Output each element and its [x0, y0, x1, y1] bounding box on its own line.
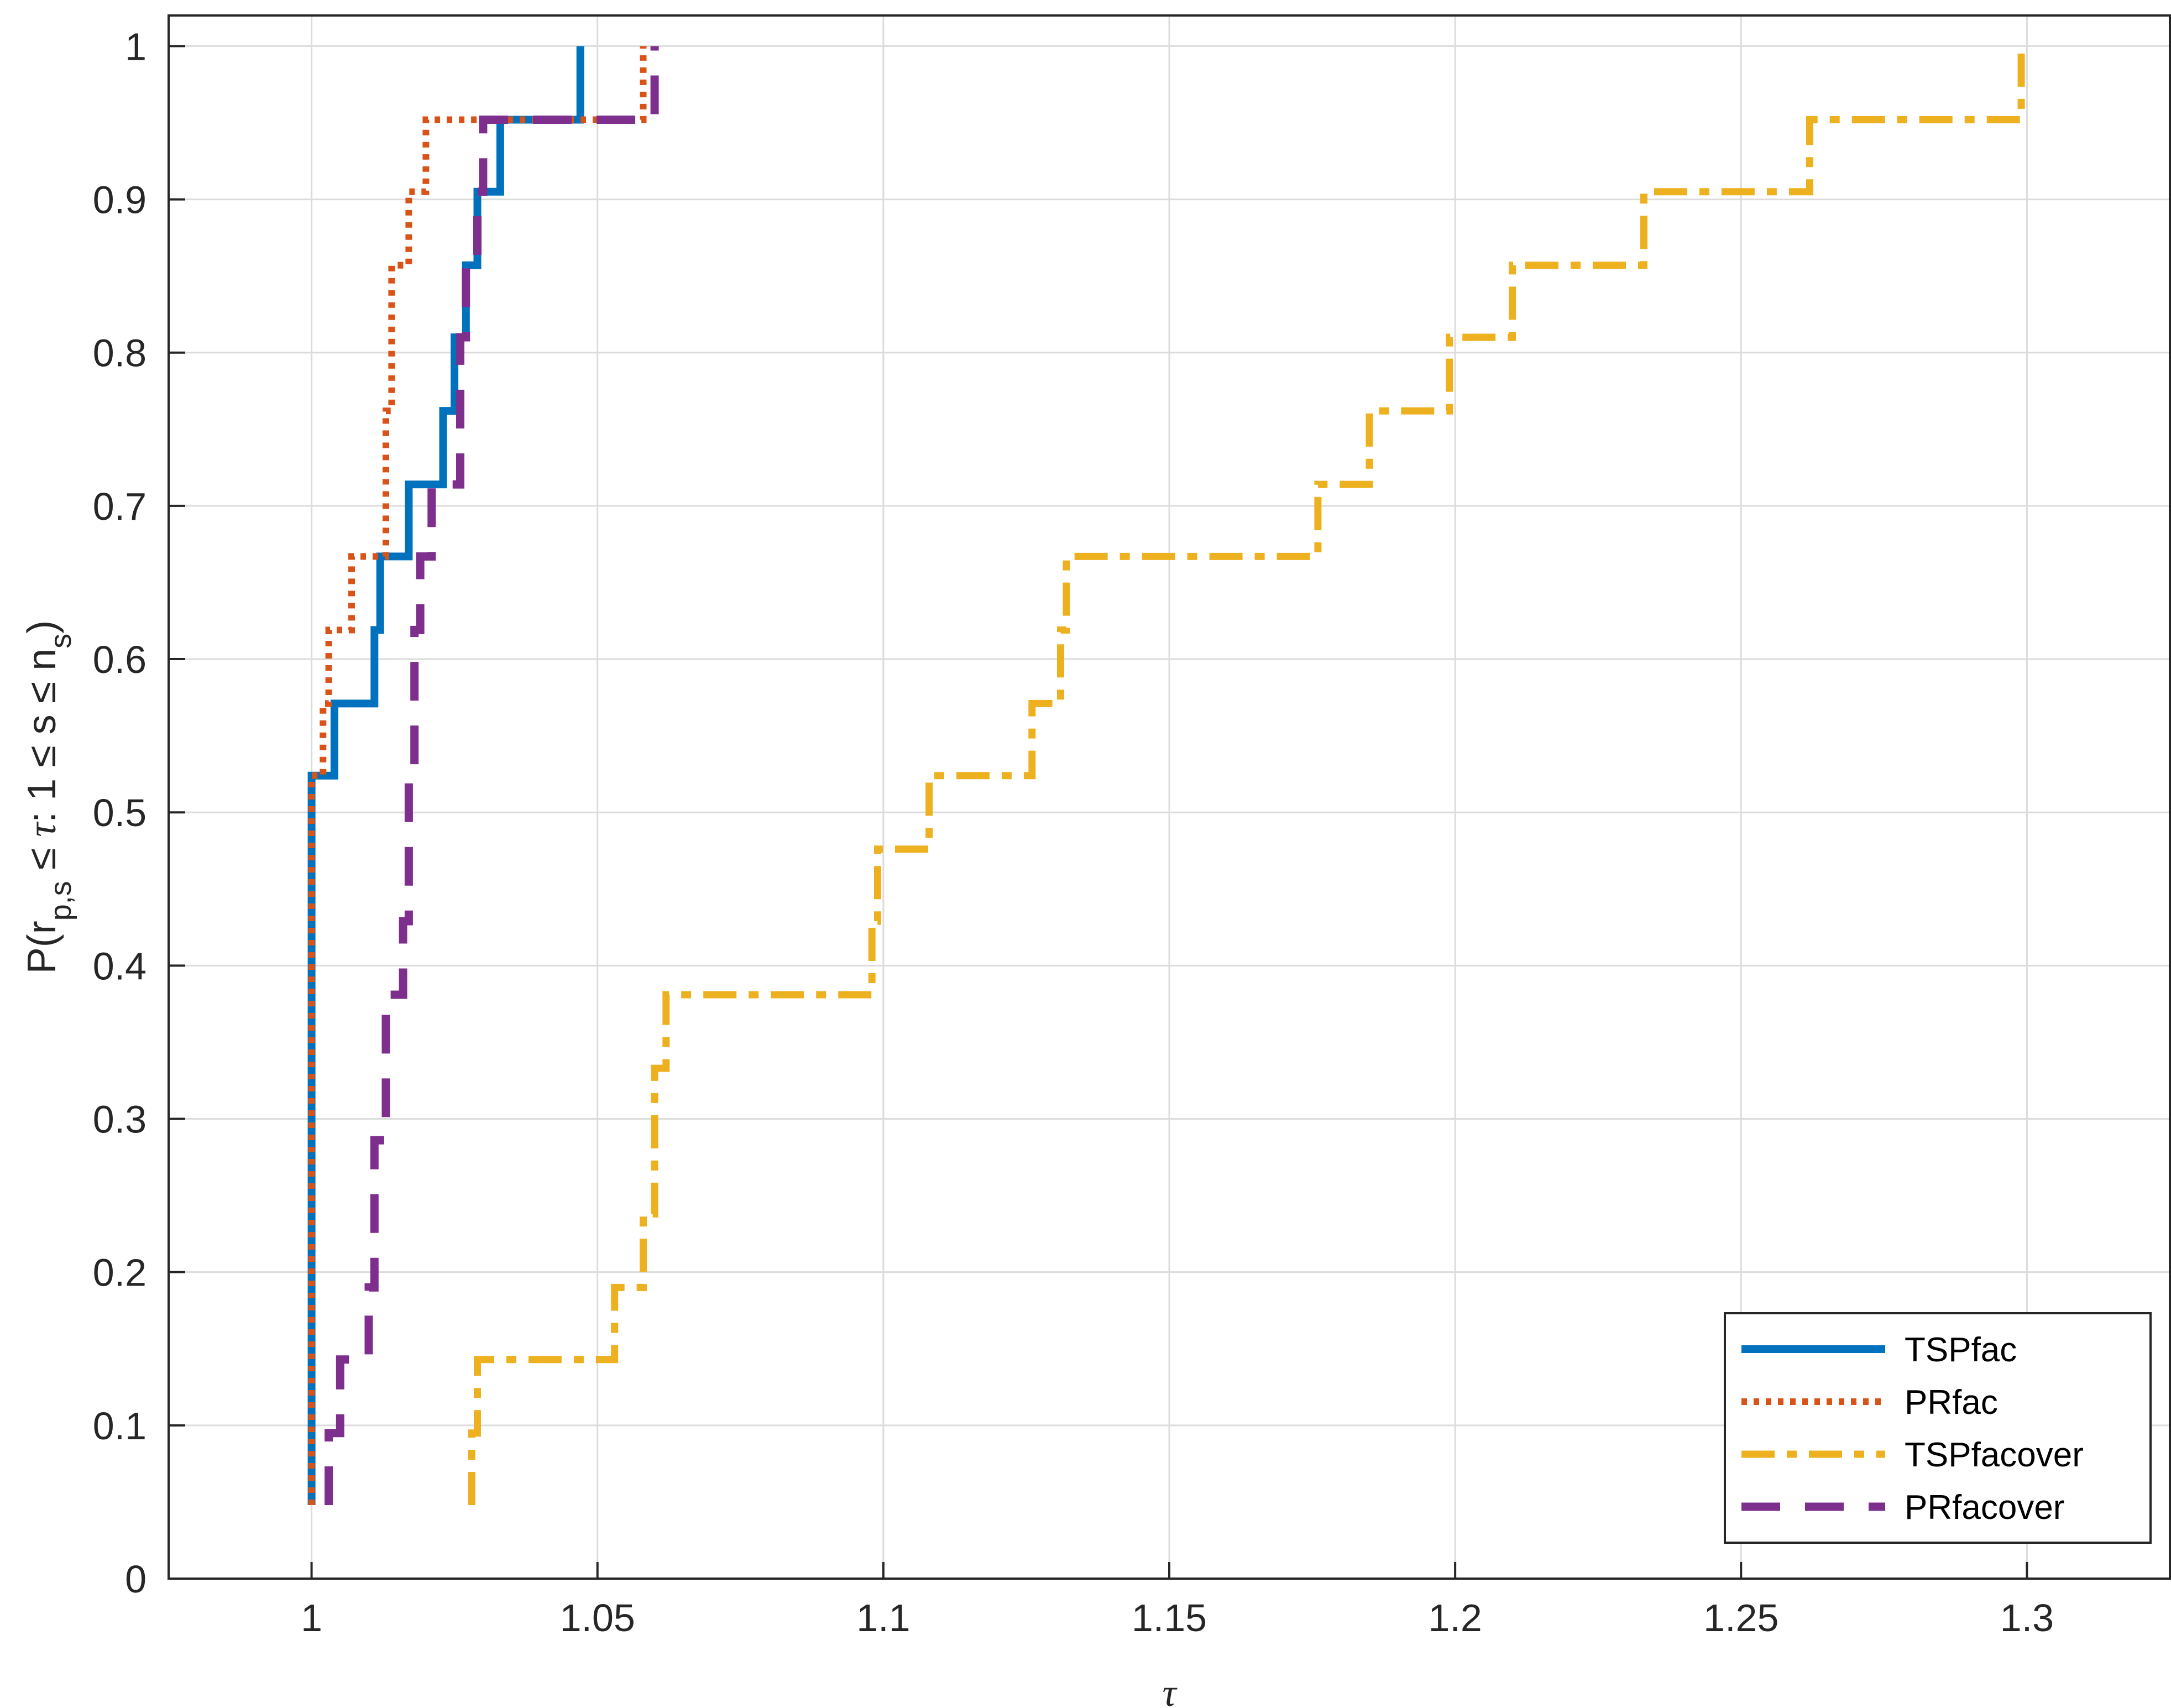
y-tick-label: 0.1 — [93, 1404, 147, 1448]
series-line-prfacover — [325, 46, 659, 1505]
x-axis-label: τ — [1162, 1672, 1178, 1708]
y-label-suffix: ) — [20, 620, 64, 634]
y-tick-label: 0.3 — [93, 1098, 147, 1141]
y-tick-label: 0.4 — [93, 944, 147, 988]
series-layer — [307, 46, 2025, 1505]
x-tick-label: 1.1 — [856, 1596, 910, 1639]
x-tick-label: 1.05 — [560, 1596, 635, 1639]
x-tick-label: 1.25 — [1703, 1596, 1778, 1639]
axis-ticks — [169, 45, 2028, 1580]
y-label-prefix: P(r — [20, 921, 64, 974]
y-tick-label: 0.8 — [93, 332, 147, 375]
y-tick-label: 0.9 — [93, 179, 147, 222]
y-axis-label: P(rp,s ≤ τ: 1 ≤ s ≤ ns) — [20, 620, 77, 974]
series-line-prfac — [308, 46, 647, 1505]
y-tick-label: 0.7 — [93, 485, 147, 528]
y-label-middle2: : 1 ≤ s ≤ n — [20, 649, 64, 823]
y-label-middle1: ≤ — [20, 837, 64, 881]
x-tick-label: 1.3 — [2000, 1596, 2054, 1639]
y-tick-label: 1 — [125, 25, 147, 68]
y-label-sub-ps: p,s — [44, 881, 77, 921]
legend-label-tspfac: TSPfac — [1905, 1331, 2017, 1369]
x-tick-label: 1.15 — [1132, 1596, 1207, 1639]
y-tick-label: 0 — [125, 1558, 147, 1601]
y-label-tau: τ — [20, 822, 64, 837]
y-tick-label: 0.5 — [93, 791, 147, 834]
y-label-sub-s: s — [44, 634, 77, 649]
legend-label-prfacover: PRfacover — [1905, 1488, 2064, 1527]
legend: TSPfac PRfac TSPfacover PRfacover — [1724, 1312, 2152, 1544]
y-tick-label: 0.6 — [93, 638, 147, 681]
x-tick-label: 1 — [301, 1596, 322, 1639]
y-tick-label: 0.2 — [93, 1251, 147, 1294]
legend-label-prfac: PRfac — [1905, 1383, 1998, 1422]
x-tick-labels: 1 1.05 1.1 1.15 1.2 1.25 1.3 — [301, 1596, 2054, 1639]
legend-label-tspfacover: TSPfacover — [1905, 1436, 2084, 1474]
x-tick-label: 1.2 — [1428, 1596, 1482, 1639]
y-tick-labels: 0 0.1 0.2 0.3 0.4 0.5 0.6 0.7 0.8 0.9 1 — [93, 25, 147, 1601]
series-line-tspfac — [307, 46, 584, 1505]
